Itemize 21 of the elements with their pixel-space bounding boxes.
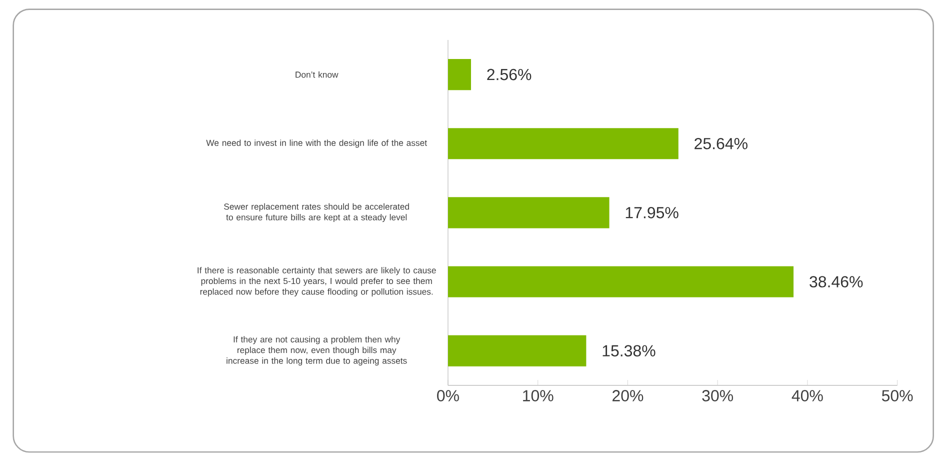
x-tick-label: 40% <box>792 390 823 402</box>
data-label: 25.64% <box>694 138 748 150</box>
y-tick-label: We need to invest in line with the design life of the asset <box>206 140 427 148</box>
y-tick-label: Sewer replacement rates should be accelerated to ensure future bills are kept at a steady level <box>224 203 410 222</box>
data-label: 38.46% <box>810 276 863 288</box>
bar <box>448 128 678 160</box>
x-tick-label: 50% <box>882 390 913 402</box>
x-tick-label: 20% <box>612 390 644 402</box>
x-tick-label: 10% <box>523 390 554 402</box>
data-label: 2.56% <box>487 69 532 80</box>
bar <box>448 335 586 367</box>
data-label: 17.95% <box>626 207 678 218</box>
y-tick-label: Don’t know <box>296 72 338 78</box>
y-tick-label: If there is reasonable certainty that sewers are likely to cause problems in the next 5-10 years, I would prefer to see them replaced now before they cause flooding or pollution issues. <box>198 267 436 297</box>
data-label: 15.38% <box>602 345 656 357</box>
bar <box>448 59 472 90</box>
y-tick-label: If they are not causing a problem then why replace them now, even though bills may increase in the long term due to ageing assets <box>226 336 407 366</box>
bar <box>448 197 610 228</box>
x-tick-label: 30% <box>702 390 734 402</box>
bar <box>448 266 794 298</box>
x-tick-label: 0% <box>437 390 459 402</box>
